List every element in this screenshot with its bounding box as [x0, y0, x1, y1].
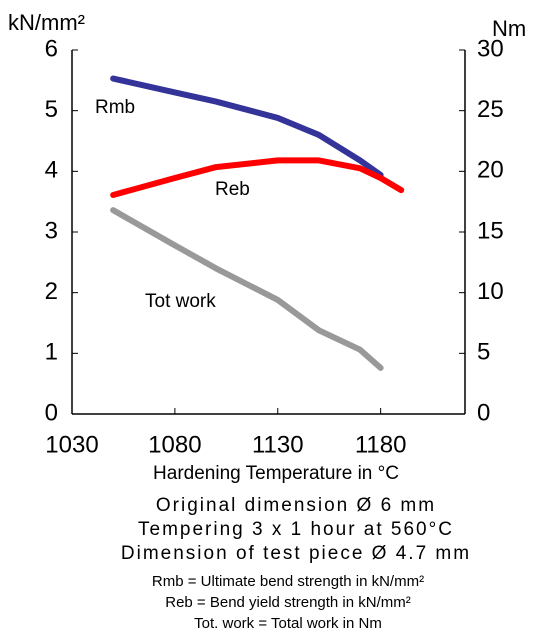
y-tick-label: 6 [45, 35, 58, 62]
legend-note: Reb = Bend yield strength in kN/mm² [165, 594, 411, 611]
x-axis-label: Hardening Temperature in °C [153, 463, 399, 484]
y-tick-label: 5 [45, 96, 58, 123]
legend-note: Tot. work = Total work in Nm [194, 615, 382, 632]
series-line [110, 75, 384, 178]
y-tick-label: 0 [45, 399, 58, 426]
legend-note: Rmb = Ultimate bend strength in kN/mm² [152, 573, 424, 590]
y-tick-label: 1 [45, 339, 58, 366]
note: Tempering 3 x 1 hour at 560°C [138, 519, 454, 540]
series-annotation: Reb [215, 179, 250, 200]
y2-tick-label: 25 [477, 96, 504, 123]
y-tick-label: 2 [45, 278, 58, 305]
note: Dimension of test piece Ø 4.7 mm [121, 543, 471, 564]
y2-axis-label: Nm [492, 16, 526, 41]
y-tick-label: 3 [45, 217, 58, 244]
y2-tick-label: 30 [477, 35, 504, 62]
x-tick-label: 1080 [148, 431, 201, 458]
series-annotation: Tot work [145, 291, 216, 312]
y-tick-label: 4 [45, 157, 58, 184]
y2-tick-label: 0 [477, 399, 490, 426]
series-line [110, 207, 384, 371]
y2-tick-label: 5 [477, 339, 490, 366]
series-annotation: Rmb [95, 97, 135, 118]
y-axis-label: kN/mm² [8, 10, 85, 35]
x-tick-label: 1030 [45, 431, 98, 458]
note: Original dimension Ø 6 mm [156, 495, 436, 516]
y2-tick-label: 15 [477, 217, 504, 244]
y2-tick-label: 20 [477, 157, 504, 184]
series-line [110, 157, 405, 198]
y2-tick-label: 10 [477, 278, 504, 305]
x-tick-label: 1180 [355, 431, 407, 458]
x-tick-label: 1130 [252, 431, 304, 458]
